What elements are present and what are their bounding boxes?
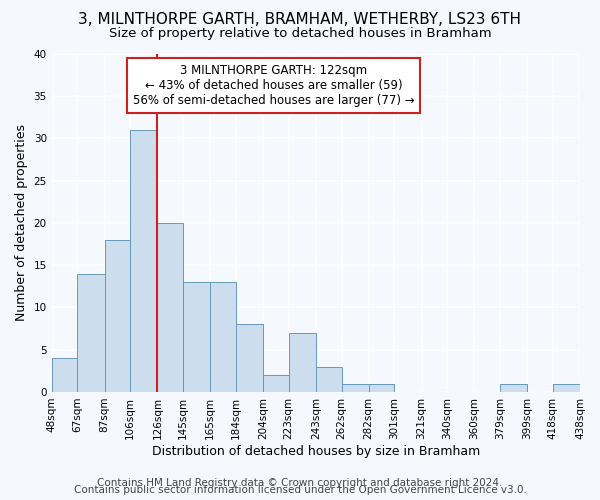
Text: 3 MILNTHORPE GARTH: 122sqm
← 43% of detached houses are smaller (59)
56% of semi: 3 MILNTHORPE GARTH: 122sqm ← 43% of deta… [133,64,415,107]
Text: Contains HM Land Registry data © Crown copyright and database right 2024.: Contains HM Land Registry data © Crown c… [97,478,503,488]
X-axis label: Distribution of detached houses by size in Bramham: Distribution of detached houses by size … [152,444,480,458]
Bar [289,333,316,392]
Text: Contains public sector information licensed under the Open Government Licence v3: Contains public sector information licen… [74,485,526,495]
Bar [553,384,580,392]
Bar [104,240,130,392]
Bar [368,384,394,392]
Bar [183,282,210,392]
Bar [77,274,104,392]
Bar [236,324,263,392]
Text: Size of property relative to detached houses in Bramham: Size of property relative to detached ho… [109,28,491,40]
Bar [316,366,341,392]
Bar [52,358,77,392]
Y-axis label: Number of detached properties: Number of detached properties [15,124,28,322]
Text: 3, MILNTHORPE GARTH, BRAMHAM, WETHERBY, LS23 6TH: 3, MILNTHORPE GARTH, BRAMHAM, WETHERBY, … [79,12,521,28]
Bar [157,223,183,392]
Bar [500,384,527,392]
Bar [130,130,157,392]
Bar [263,375,289,392]
Bar [341,384,368,392]
Bar [210,282,236,392]
